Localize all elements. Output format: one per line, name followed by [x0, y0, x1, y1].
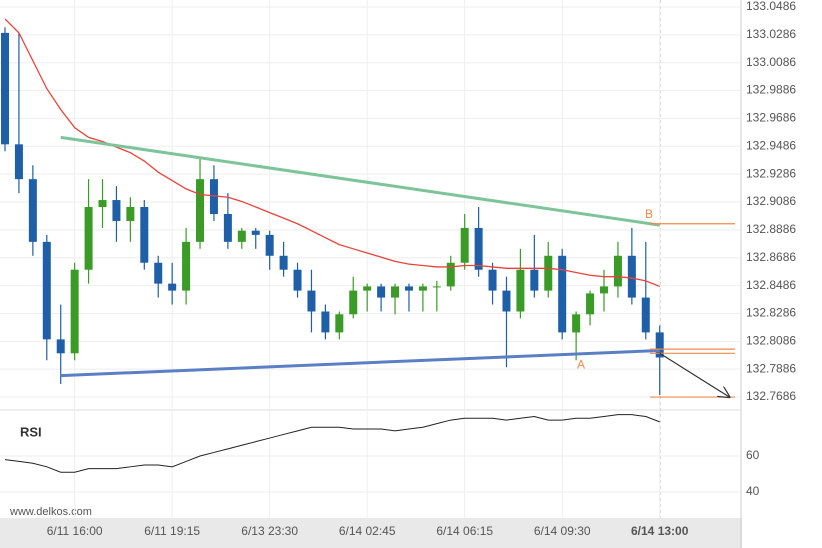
y-tick-label: 133.0486	[746, 0, 796, 13]
x-tick-label: 6/14 09:30	[534, 524, 591, 538]
candle-body	[432, 286, 441, 288]
x-tick-label: 6/14 02:45	[339, 524, 396, 538]
candle-body	[391, 286, 400, 298]
candle-body	[363, 286, 372, 291]
trendline	[60, 135, 660, 227]
candle-body	[599, 286, 608, 294]
y-tick-label: 132.8686	[746, 250, 796, 264]
y-tick-label: 132.8486	[746, 278, 796, 292]
x-tick-label: 6/13 23:30	[241, 524, 298, 538]
trendline	[60, 349, 660, 378]
candle-body	[84, 207, 93, 270]
y-tick-label: 132.8886	[746, 222, 796, 236]
candle-body	[42, 241, 51, 340]
candle-body	[70, 269, 79, 354]
candle-body	[544, 255, 553, 291]
candle-body	[488, 269, 497, 291]
x-axis-strip	[0, 518, 742, 548]
candle-body	[112, 200, 121, 221]
y-tick-label: 132.8086	[746, 333, 796, 347]
candle-body	[293, 269, 302, 291]
candle-body	[655, 332, 664, 358]
candle-body	[154, 262, 163, 284]
rsi-title: RSI	[20, 424, 42, 439]
candle-body	[641, 297, 650, 333]
candle-body	[558, 255, 567, 333]
candle-body	[251, 230, 260, 235]
candle-body	[98, 200, 107, 208]
y-tick-label: 133.0086	[746, 55, 796, 69]
candle-body	[140, 207, 149, 263]
level-label: B	[645, 207, 653, 221]
candle-body	[209, 179, 218, 214]
y-tick-label: 132.9886	[746, 83, 796, 97]
candle-body	[1, 32, 9, 145]
y-tick-label: 132.7886	[746, 361, 796, 375]
candle-body	[502, 290, 511, 312]
candle-body	[321, 311, 330, 333]
candle-body	[168, 283, 177, 291]
y-tick-label: 132.7686	[746, 389, 796, 403]
candle-body	[126, 207, 135, 221]
candle-body	[265, 234, 274, 256]
y-tick-label: 132.9086	[746, 194, 796, 208]
x-tick-label: 6/11 16:00	[47, 524, 103, 538]
projection-arrow	[659, 352, 730, 397]
y-tick-label: 60	[746, 448, 760, 462]
moving-average	[4, 18, 660, 288]
rsi-line	[4, 414, 660, 473]
x-tick-label: 6/11 19:15	[144, 524, 200, 538]
candle-body	[572, 314, 581, 333]
y-tick-label: 132.9286	[746, 166, 796, 180]
y-tick-label: 132.9686	[746, 111, 796, 125]
candle-body	[377, 286, 386, 298]
candle-body	[460, 227, 469, 263]
candle-body	[418, 286, 427, 291]
candle-body	[474, 227, 483, 270]
candle-body	[530, 269, 539, 291]
candle-body	[335, 314, 344, 333]
y-tick-label: 40	[746, 484, 760, 498]
candle-body	[56, 339, 65, 354]
candle-body	[349, 290, 358, 315]
candle-body	[223, 213, 232, 242]
candle-body	[446, 262, 455, 287]
x-tick-label: 6/14 13:00	[631, 524, 689, 538]
candle-body	[627, 255, 636, 298]
candle-body	[182, 241, 191, 291]
candle-body	[586, 293, 595, 315]
candle-body	[28, 179, 37, 242]
candle-body	[14, 144, 23, 180]
candle-body	[516, 269, 525, 312]
y-tick-label: 132.8286	[746, 306, 796, 320]
level-label: A	[577, 357, 585, 371]
y-tick-label: 133.0286	[746, 27, 796, 41]
candle-body	[196, 179, 205, 242]
y-tick-label: 132.9486	[746, 138, 796, 152]
candle-body	[307, 290, 316, 312]
watermark: www.delkos.com	[9, 506, 92, 518]
candle-body	[279, 255, 288, 270]
candle-body	[613, 255, 622, 287]
x-tick-label: 6/14 06:15	[436, 524, 493, 538]
candle-body	[404, 286, 413, 291]
candle-body	[237, 230, 246, 242]
